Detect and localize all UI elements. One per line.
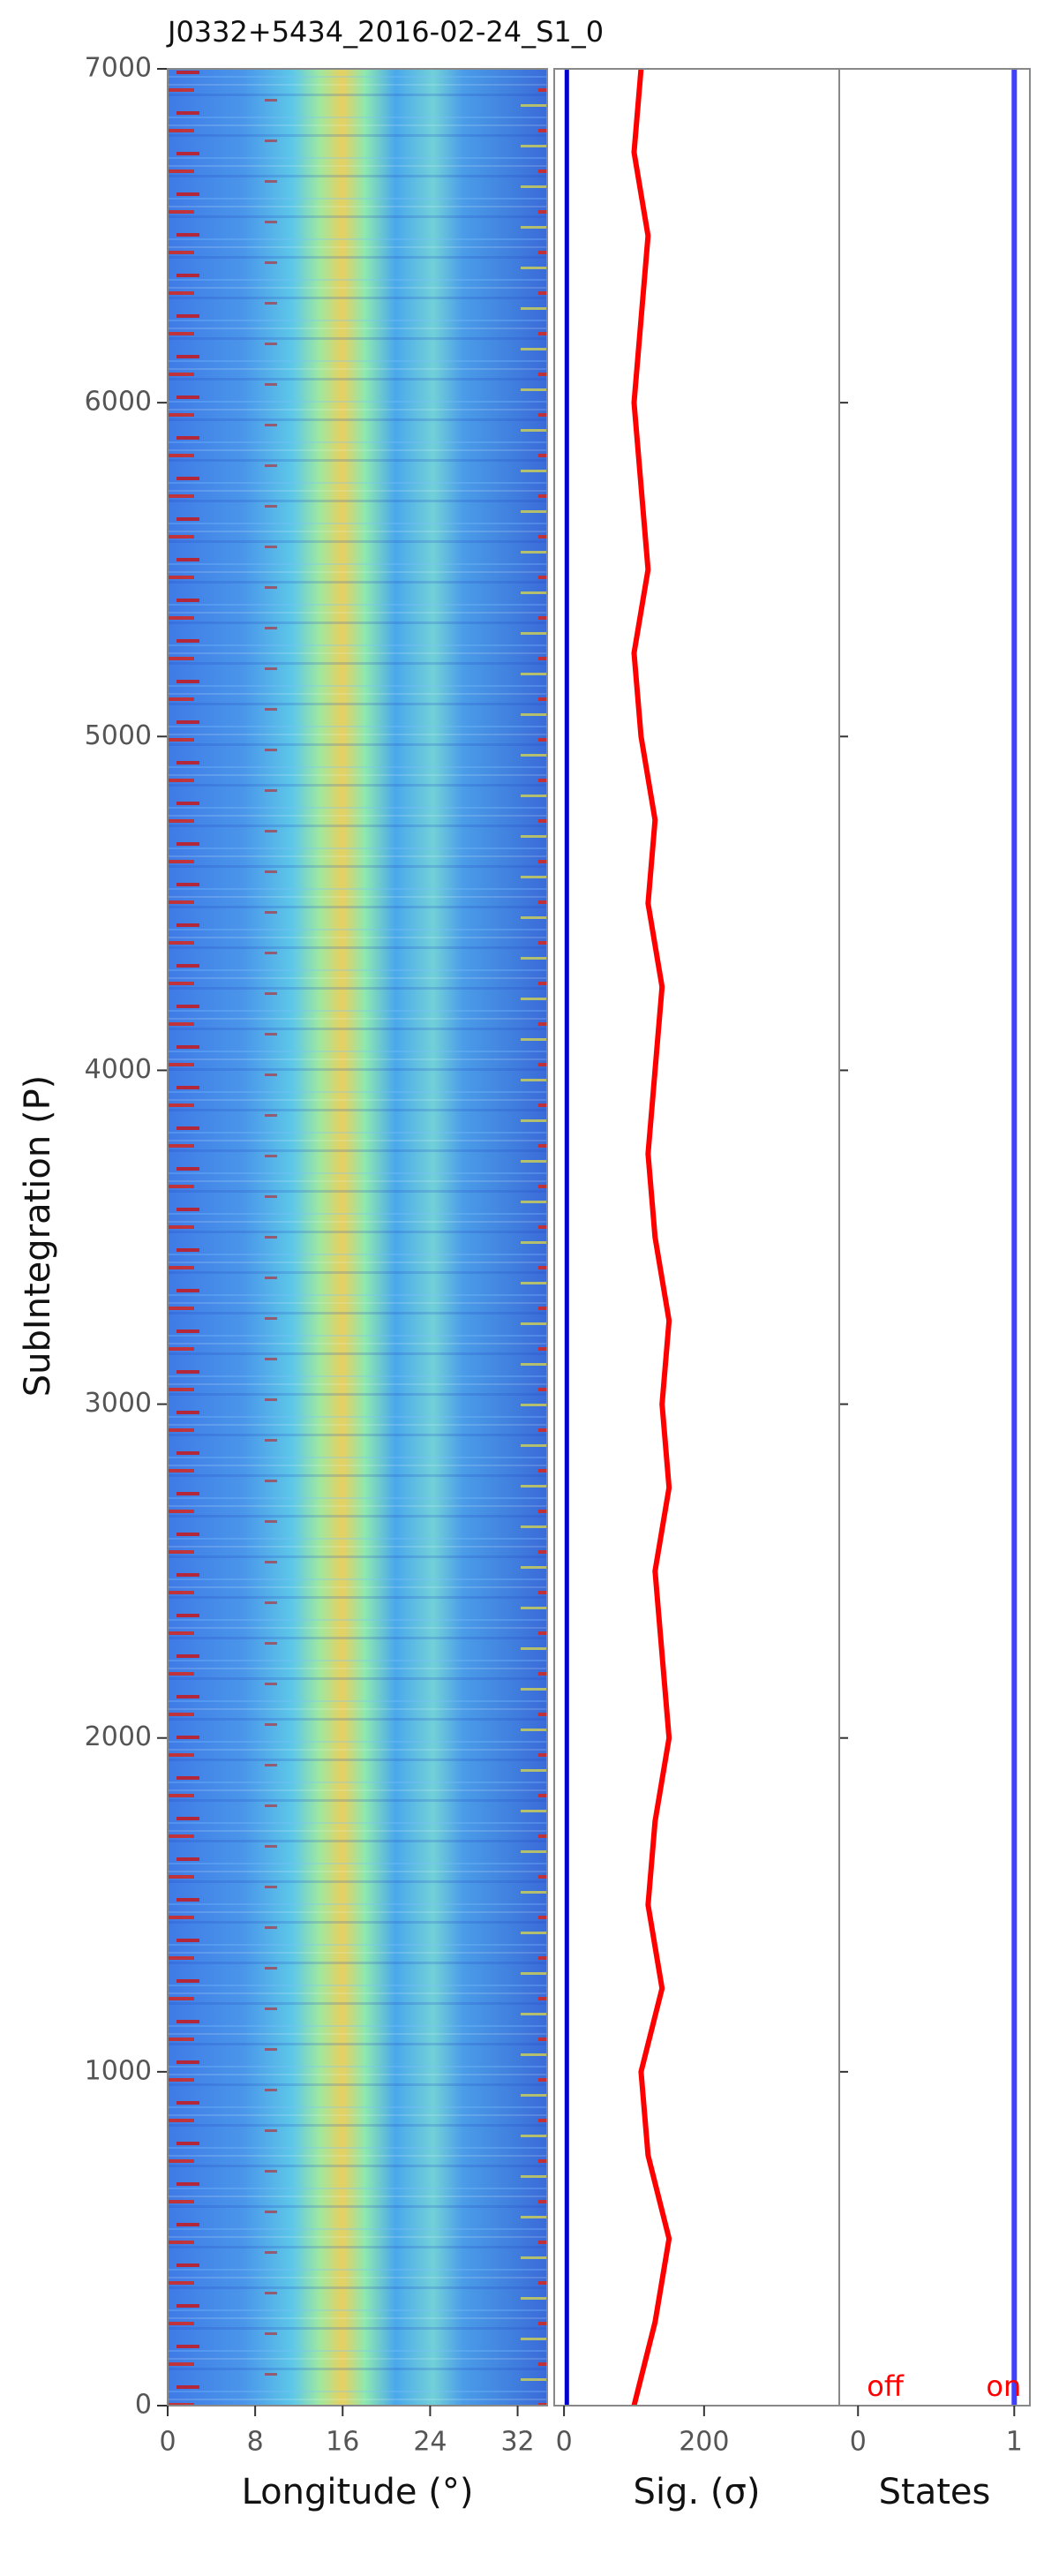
annotation: on: [986, 2369, 1021, 2403]
annotation: off: [867, 2369, 905, 2403]
chart-title: J0332+5434_2016-02-24_S1_0: [166, 15, 604, 49]
x-tick-label: 0: [159, 2427, 176, 2458]
x-axis-label: States: [879, 2472, 991, 2512]
x-tick-label: 16: [326, 2427, 359, 2458]
y-tick-label: 5000: [85, 720, 152, 751]
y-tick-label: 6000: [85, 387, 152, 418]
x-tick-label: 32: [500, 2427, 534, 2458]
x-tick-label: 1: [1006, 2427, 1023, 2458]
x-axis-label: Sig. (σ): [634, 2472, 761, 2512]
y-tick-label: 4000: [85, 1054, 152, 1085]
x-tick-label: 8: [247, 2427, 264, 2458]
panel-frame: [838, 68, 1031, 2407]
panel-frame: [553, 68, 840, 2407]
y-tick-label: 7000: [85, 53, 152, 84]
x-tick-label: 0: [556, 2427, 573, 2458]
y-tick-label: 2000: [85, 1721, 152, 1752]
panel-frame: [167, 68, 548, 2407]
y-tick-label: 0: [135, 2390, 152, 2421]
x-tick-label: 200: [679, 2427, 729, 2458]
heatmap: [168, 69, 547, 2406]
heatmap-texture: [168, 69, 547, 2406]
x-tick-label: 24: [413, 2427, 447, 2458]
y-axis-label: SubIntegration (P): [18, 1075, 58, 1397]
y-tick-label: 3000: [85, 1388, 152, 1419]
x-tick-label: 0: [850, 2427, 867, 2458]
y-tick-label: 1000: [85, 2055, 152, 2086]
series-line: [631, 68, 672, 2407]
x-axis-label: Longitude (°): [242, 2472, 474, 2512]
